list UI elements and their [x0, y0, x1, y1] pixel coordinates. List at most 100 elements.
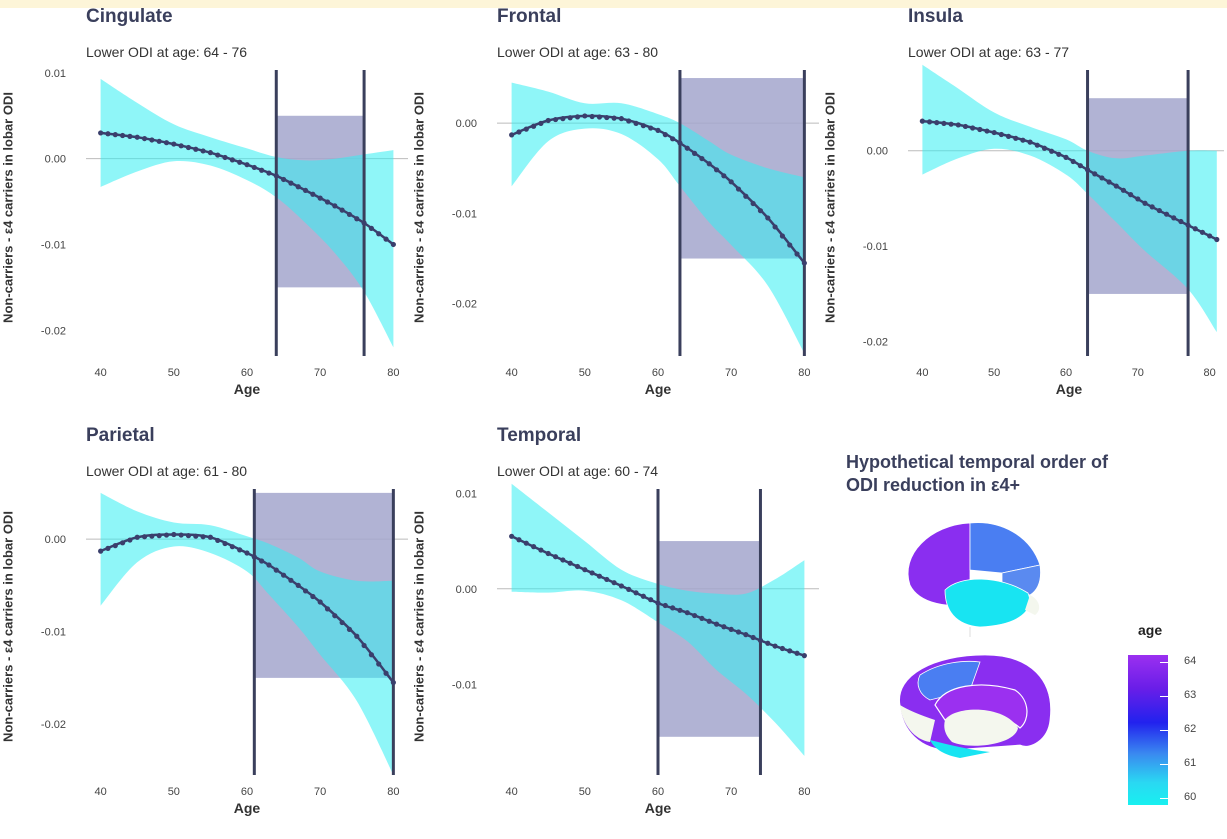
fit-point — [530, 544, 537, 550]
panel-subtitle: Lower ODI at age: 63 - 80 — [497, 44, 659, 60]
fit-point — [178, 143, 184, 149]
fit-point — [787, 648, 793, 654]
fit-point — [1034, 142, 1040, 148]
fit-point — [361, 642, 367, 649]
y-tick-label: 0.00 — [456, 584, 477, 596]
fit-point — [977, 126, 983, 133]
fit-point — [280, 572, 287, 578]
fit-point — [516, 537, 522, 543]
medial-temporal-region — [930, 740, 990, 758]
fit-point — [229, 544, 235, 550]
legend-tick-62: 62 — [1184, 723, 1197, 735]
fit-point — [794, 251, 800, 257]
legend-tick-mark — [1160, 662, 1168, 663]
fit-point — [185, 533, 192, 539]
fit-point — [743, 193, 749, 199]
fit-point — [156, 533, 162, 539]
fit-point — [354, 633, 360, 639]
fit-point — [141, 135, 148, 142]
fit-point — [1135, 196, 1141, 202]
fit-point — [589, 570, 595, 576]
panel-parietal: Parietal Lower ODI at age: 61 - 80 Non-c… — [0, 419, 411, 839]
fit-point — [98, 130, 104, 136]
x-tick-label: 80 — [1204, 367, 1216, 379]
fit-point — [713, 621, 720, 627]
parietal-lobe-region — [969, 522, 1041, 574]
brain-title-line2: ODI reduction in ε4+ — [846, 475, 1021, 495]
fit-point — [648, 597, 654, 603]
fit-point — [266, 562, 272, 568]
fit-point — [567, 560, 573, 566]
fit-point — [1156, 207, 1162, 214]
x-axis-label: Age — [644, 381, 672, 397]
y-tick-label: -0.01 — [452, 679, 477, 691]
fit-point — [552, 554, 559, 560]
fit-point — [1099, 175, 1105, 181]
fit-point — [1005, 133, 1012, 139]
fit-point — [237, 547, 243, 553]
fit-point — [934, 120, 940, 126]
fit-point — [251, 164, 257, 171]
medial-front-pale-region — [900, 705, 935, 742]
fit-point — [655, 600, 661, 606]
fit-point — [582, 567, 588, 573]
panel-frontal: Frontal Lower ODI at age: 63 - 80 Non-ca… — [411, 0, 822, 420]
x-tick-label: 40 — [916, 367, 928, 379]
x-axis-label: Age — [233, 800, 261, 816]
fit-point — [640, 123, 646, 129]
fit-point — [538, 547, 544, 553]
fit-point — [207, 534, 214, 540]
occipital-region — [1025, 595, 1040, 615]
legend-tick-64: 64 — [1184, 655, 1197, 667]
fit-point — [1113, 183, 1119, 189]
fit-point — [215, 537, 221, 544]
y-tick-label: -0.01 — [41, 239, 66, 251]
fit-point — [706, 618, 712, 624]
x-tick-label: 80 — [798, 786, 810, 798]
brain-panel-title: Hypothetical temporal order of ODI reduc… — [846, 451, 1108, 497]
fit-point — [677, 607, 683, 613]
fit-point — [1084, 167, 1091, 173]
fit-point — [765, 640, 771, 646]
x-tick-label: 50 — [168, 367, 180, 379]
fit-point — [567, 115, 573, 121]
fit-point — [1120, 187, 1127, 193]
fit-point — [984, 128, 990, 134]
fit-point — [237, 159, 243, 165]
x-tick-label: 80 — [387, 367, 399, 379]
fit-point — [134, 134, 140, 140]
fit-point — [1171, 215, 1177, 221]
fit-point — [339, 207, 345, 213]
fit-point — [648, 125, 654, 131]
fit-point — [332, 203, 338, 209]
fit-point — [141, 534, 148, 540]
fit-point — [757, 637, 764, 643]
fit-point — [149, 137, 155, 143]
fit-point — [538, 120, 544, 126]
y-tick-label: 0.00 — [456, 118, 477, 130]
fit-point — [390, 241, 396, 248]
fit-point — [324, 199, 331, 205]
fit-point — [560, 557, 566, 563]
fit-point — [721, 624, 727, 630]
panel-temporal: Temporal Lower ODI at age: 60 - 74 Non-c… — [411, 419, 822, 839]
confidence-band — [100, 492, 394, 775]
fit-point — [618, 116, 625, 122]
brain-medial-view — [899, 654, 1052, 758]
y-tick-label: 0.01 — [456, 488, 477, 500]
fit-point — [259, 558, 265, 564]
x-axis-label: Age — [1055, 381, 1083, 397]
fit-point — [779, 645, 786, 652]
x-tick-label: 70 — [314, 367, 326, 379]
x-tick-label: 50 — [579, 367, 591, 379]
fit-point — [149, 533, 155, 539]
fit-point — [302, 187, 309, 194]
fit-point — [163, 140, 170, 146]
fit-point — [750, 200, 756, 207]
fit-point — [530, 123, 537, 129]
fit-point — [523, 126, 529, 132]
x-tick-label: 50 — [988, 367, 1000, 379]
fit-point — [662, 602, 668, 609]
confidence-band — [511, 82, 805, 354]
fit-point — [604, 576, 610, 583]
